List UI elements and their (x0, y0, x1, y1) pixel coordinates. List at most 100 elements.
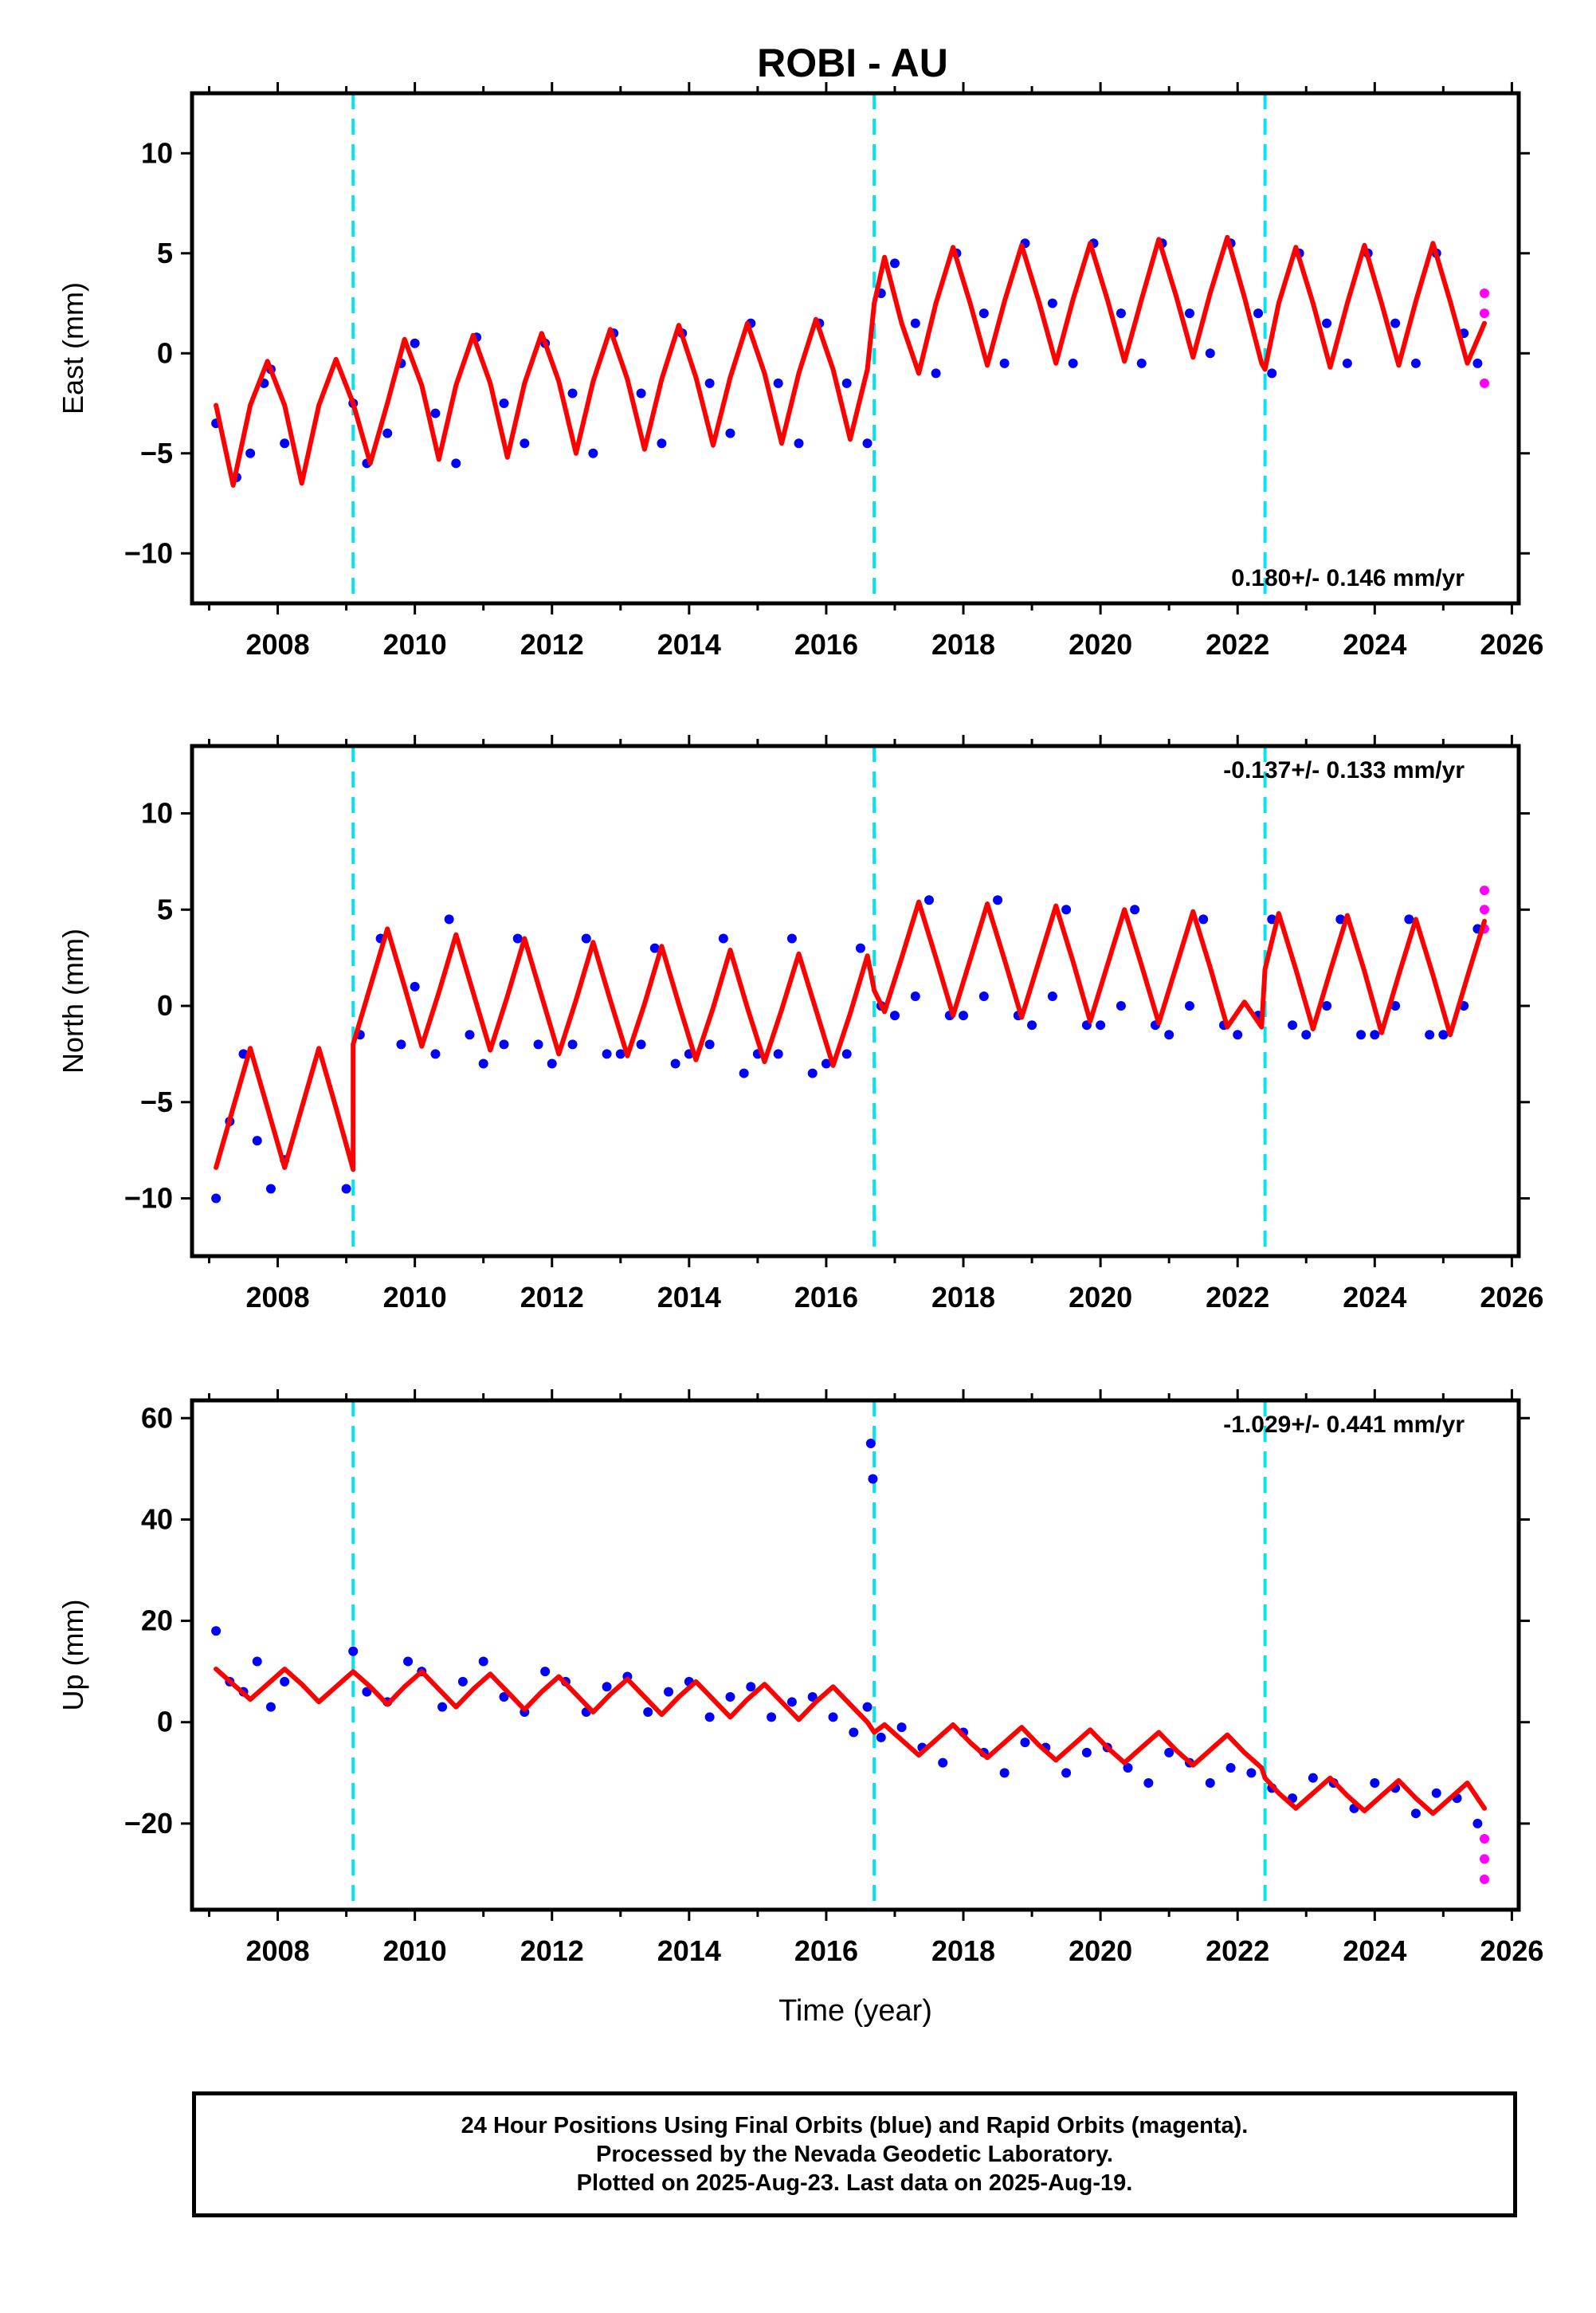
north-y-tick-label: 10 (141, 797, 173, 830)
up-y-tick-label: 60 (141, 1401, 173, 1434)
east-x-tick-label: 2016 (794, 628, 858, 661)
up-final-orbit-point (767, 1712, 777, 1722)
up-final-orbit-point (828, 1712, 838, 1722)
up-final-orbit-point (643, 1707, 653, 1718)
east-x-tick-label: 2026 (1480, 628, 1543, 661)
north-final-orbit-point (465, 1030, 475, 1040)
up-final-orbit-point (457, 1676, 468, 1687)
east-final-orbit-point (657, 438, 667, 449)
north-final-orbit-point (1335, 914, 1346, 925)
north-final-orbit-point (718, 933, 728, 944)
east-final-orbit-point (382, 428, 393, 438)
up-final-orbit-point (265, 1702, 276, 1712)
up-final-orbit-point (865, 1439, 876, 1449)
east-final-orbit-point (704, 378, 715, 388)
north-final-orbit-point (841, 1049, 852, 1059)
up-final-orbit-point (1225, 1762, 1236, 1773)
up-x-tick-label: 2024 (1343, 1934, 1406, 1967)
north-frame (190, 744, 1521, 1259)
north-x-tick-label: 2008 (246, 1281, 310, 1314)
north-y-tick-label: −5 (140, 1086, 173, 1118)
up-y-tick-label: −20 (124, 1807, 173, 1840)
up-final-orbit-point (478, 1656, 488, 1667)
up-x-tick-label: 2012 (520, 1934, 584, 1967)
north-final-orbit-point (649, 943, 660, 953)
north-final-orbit-point (1184, 1001, 1194, 1011)
up-final-orbit-point (437, 1702, 448, 1712)
north-final-orbit-point (773, 1049, 783, 1059)
chart-title: ROBI - AU (757, 41, 948, 85)
up-x-tick-label: 2010 (383, 1934, 447, 1967)
east-final-orbit-point (1136, 358, 1147, 368)
north-final-orbit-point (1233, 1030, 1243, 1040)
east-final-orbit-point (567, 388, 578, 399)
up-final-orbit-point (252, 1656, 262, 1667)
east-model-curve (214, 234, 1487, 488)
north-final-orbit-point (1198, 914, 1209, 925)
north-final-orbit-point (1164, 1030, 1174, 1040)
up-x-axis-label: Time (year) (778, 1994, 932, 2028)
north-final-orbit-point (396, 1039, 406, 1050)
east-final-orbit-point (910, 318, 920, 328)
north-rate-label: -0.137+/- 0.133 mm/yr (1223, 757, 1465, 783)
up-rapid-orbit-point (1479, 1874, 1489, 1884)
up-final-orbit-point (807, 1691, 818, 1702)
east-panel: −10 −5 0 5 10 2008 2010 2012 2014 2016 2018 2020 202… (57, 82, 1543, 661)
east-final-orbit-point (520, 438, 530, 449)
up-final-orbit-point (999, 1768, 1010, 1778)
east-final-orbit-point (1116, 308, 1126, 319)
east-final-orbit-point (1472, 358, 1483, 368)
north-final-orbit-point (1404, 914, 1414, 925)
up-final-orbit-point (1143, 1778, 1154, 1789)
north-final-orbit-point (1356, 1030, 1367, 1040)
up-final-orbit-point (362, 1687, 372, 1697)
east-rate-label: 0.180+/- 0.146 mm/yr (1231, 565, 1465, 591)
up-final-orbit-point (786, 1697, 797, 1707)
north-final-orbit-point (704, 1039, 715, 1050)
east-final-orbit-point (931, 368, 941, 379)
north-final-orbit-point (855, 943, 865, 953)
north-final-orbit-point (1116, 1001, 1126, 1011)
north-x-tick-label: 2018 (931, 1281, 995, 1314)
up-final-orbit-point (211, 1626, 222, 1636)
north-y-axis-label: North (mm) (57, 929, 89, 1074)
north-final-orbit-point (430, 1049, 441, 1059)
north-model-curve (214, 899, 1487, 1172)
north-x-tick-label: 2014 (657, 1281, 721, 1314)
north-final-orbit-point (1047, 991, 1057, 1001)
up-final-orbit-point (499, 1691, 509, 1702)
up-x-tick-label: 2014 (657, 1934, 721, 1967)
up-final-orbit-point (1431, 1788, 1441, 1798)
north-final-orbit-point (602, 1049, 612, 1059)
east-final-orbit-point (1322, 318, 1332, 328)
up-final-orbit-point (1370, 1778, 1380, 1789)
north-final-orbit-point (615, 1049, 625, 1059)
north-rapid-orbit-point (1479, 905, 1489, 915)
north-final-orbit-point (739, 1068, 749, 1078)
up-rapid-orbit-point (1479, 1833, 1489, 1844)
north-y-tick-label: 0 (157, 989, 173, 1022)
east-final-orbit-point (1205, 348, 1215, 359)
east-final-orbit-point (1342, 358, 1352, 368)
north-final-orbit-point (1438, 1030, 1449, 1040)
up-frame (190, 1398, 1521, 1912)
north-final-orbit-point (1130, 905, 1140, 915)
north-final-orbit-point (410, 981, 420, 992)
east-y-tick-label: −5 (140, 437, 173, 469)
east-final-orbit-point (588, 448, 598, 458)
up-final-orbit-point (1123, 1762, 1133, 1773)
up-x-tick-label: 2016 (794, 1934, 858, 1967)
up-final-orbit-point (868, 1474, 878, 1484)
up-final-orbit-point (1472, 1818, 1483, 1828)
east-x-tick-label: 2018 (931, 628, 995, 661)
east-frame (190, 91, 1521, 606)
east-final-orbit-point (889, 258, 900, 269)
east-final-orbit-point (430, 408, 441, 418)
east-final-orbit-point (499, 399, 509, 409)
east-x-tick-label: 2010 (383, 628, 447, 661)
east-x-tick-label: 2008 (246, 628, 310, 661)
north-y-tick-label: 5 (157, 893, 173, 925)
north-final-orbit-point (978, 991, 989, 1001)
